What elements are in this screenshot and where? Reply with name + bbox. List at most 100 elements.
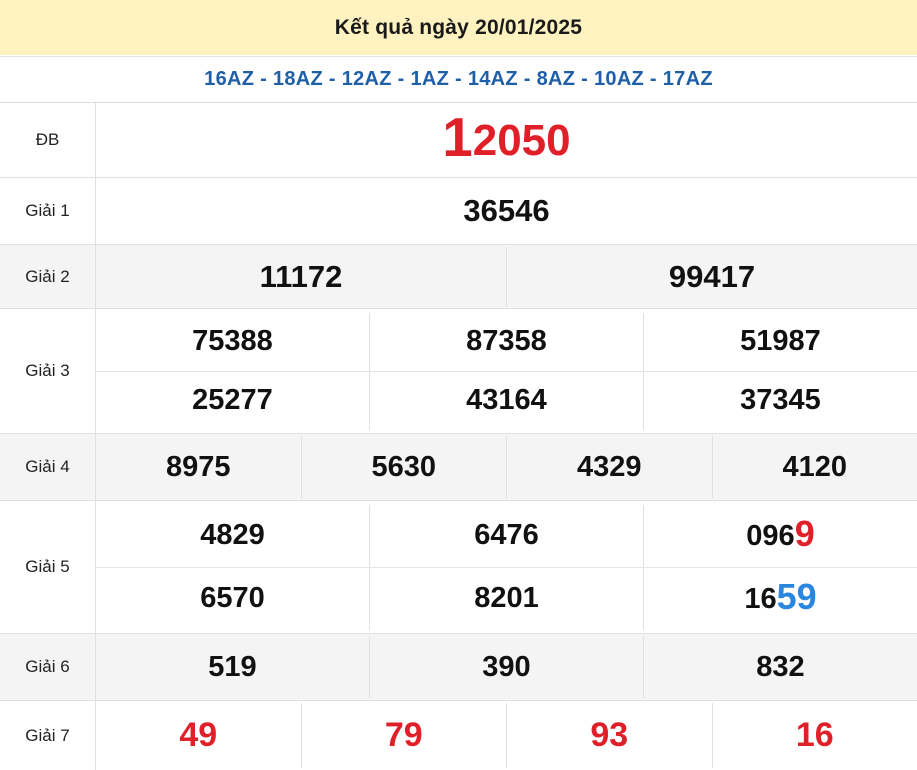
number-text: 4120 [782,451,847,484]
number-text: 832 [756,651,804,684]
lottery-number[interactable]: 8975 [96,436,301,498]
number-grid: 36546 [96,180,917,242]
lottery-number[interactable]: 8201 [369,567,643,630]
number-fragment: 390 [482,650,531,683]
number-fragment: 79 [384,716,423,755]
table-row: Giải 4 8975 5630 4329 4120 [0,433,917,501]
lottery-number[interactable]: 1659 [643,567,917,630]
number-text: 1659 [744,578,816,616]
number-line: 6570 8201 1659 [96,566,917,630]
number-grid: 49 79 93 16 [96,703,917,769]
lottery-number[interactable]: 37345 [643,371,917,430]
number-text: 390 [482,651,530,684]
table-row: Giải 3 75388 87358 51987 25277 43164 37345 [0,308,917,435]
number-line: 8975 5630 4329 4120 [96,436,917,499]
lottery-number[interactable]: 12050 [96,105,917,175]
number-grid: 4829 6476 0969 6570 8201 1659 [96,504,917,630]
number-text: 519 [208,651,256,684]
number-fragment: 49 [179,716,218,755]
number-text: 99417 [669,259,755,295]
lottery-number[interactable]: 49 [96,703,301,768]
number-fragment: 8975 [165,450,231,483]
number-grid: 519 390 832 [96,636,917,699]
lottery-number[interactable]: 6476 [369,504,643,567]
loto-head-band: 16AZ - 18AZ - 12AZ - 1AZ - 14AZ - 8AZ - … [0,56,917,103]
table-row: ĐB 12050 [0,103,917,179]
prize-label-giai-1: Giải 1 [0,177,96,245]
number-text: 6570 [200,582,265,615]
lottery-number[interactable]: 75388 [96,313,369,371]
results-table-body: ĐB 12050 Giải 1 36546 Giải 2 11172 99417 Giải 3… [0,103,917,770]
lottery-number[interactable]: 25277 [96,372,369,430]
lottery-number[interactable]: 5630 [300,436,507,499]
number-text: 8201 [474,582,539,615]
table-row: Giải 6 519 390 832 [0,633,917,702]
number-text: 75388 [192,325,273,358]
lottery-number[interactable]: 390 [369,636,643,699]
lottery-number[interactable]: 0969 [643,504,917,567]
lottery-number[interactable]: 4329 [506,436,712,499]
number-text: 11172 [260,259,343,295]
prize-label-giai-5: Giải 5 [0,500,96,635]
table-row: Giải 2 11172 99417 [0,244,917,310]
number-fragment: 096 [746,519,795,552]
lottery-number[interactable]: 4120 [711,436,917,499]
prize-values-giai-2: 11172 99417 [95,244,917,310]
number-fragment: 59 [776,575,817,617]
number-text: 43164 [466,384,547,417]
number-text: 4329 [577,451,642,484]
number-fragment: 4829 [200,519,265,552]
number-fragment: 6476 [474,519,539,552]
number-fragment: 8201 [474,582,539,615]
number-fragment: 87358 [466,325,547,358]
lottery-number[interactable]: 832 [643,636,917,699]
number-text: 5630 [371,451,436,484]
table-row: Giải 7 49 79 93 16 [0,700,917,770]
lottery-number[interactable]: 4829 [96,505,369,567]
prize-label-giai-3: Giải 3 [0,308,96,435]
lottery-number[interactable]: 519 [96,636,369,698]
prize-label-db: ĐB [0,103,96,179]
prize-label-giai-4: Giải 4 [0,433,96,501]
lottery-number[interactable]: 87358 [369,312,643,371]
number-fragment: 36546 [463,192,550,228]
prize-values-giai-5: 4829 6476 0969 6570 8201 1659 [95,500,917,635]
lottery-number[interactable]: 99417 [506,246,917,307]
prize-label-giai-2: Giải 2 [0,244,96,310]
number-fragment: 832 [756,650,805,683]
lottery-number[interactable]: 36546 [96,180,917,242]
prize-label-giai-6: Giải 6 [0,633,96,702]
number-line: 49 79 93 16 [96,703,917,769]
number-line: 11172 99417 [96,246,917,307]
lottery-number[interactable]: 16 [711,703,917,769]
number-text: 0969 [746,515,814,553]
prize-values-giai-3: 75388 87358 51987 25277 43164 37345 [95,308,917,435]
lottery-number[interactable]: 51987 [643,312,917,371]
number-text: 6476 [474,519,539,552]
number-fragment: 43164 [466,384,547,417]
table-row: Giải 5 4829 6476 0969 6570 8201 1659 [0,500,917,635]
loto-head-text: 16AZ - 18AZ - 12AZ - 1AZ - 14AZ - 8AZ - … [204,68,713,90]
table-row: Giải 1 36546 [0,177,917,245]
lottery-number[interactable]: 79 [300,703,507,769]
lottery-number[interactable]: 93 [506,703,712,769]
number-text: 51987 [740,325,821,358]
prize-values-giai-4: 8975 5630 4329 4120 [95,433,917,501]
number-fragment: 1 [442,107,473,169]
number-text: 4829 [200,519,265,552]
number-text: 93 [590,716,628,755]
prize-label-giai-7: Giải 7 [0,700,96,770]
prize-values-giai-6: 519 390 832 [95,633,917,702]
number-fragment: 16 [744,582,777,615]
result-title-band: Kết quả ngày 20/01/2025 [0,0,917,56]
number-text: 37345 [740,384,821,417]
number-fragment: 99417 [668,258,756,294]
lottery-number[interactable]: 6570 [96,568,369,630]
number-grid: 11172 99417 [96,246,917,307]
number-text: 79 [385,716,423,755]
number-fragment: 93 [590,716,629,755]
lottery-number[interactable]: 43164 [369,371,643,430]
lottery-number[interactable]: 11172 [96,247,506,307]
number-grid: 75388 87358 51987 25277 43164 37345 [96,312,917,430]
